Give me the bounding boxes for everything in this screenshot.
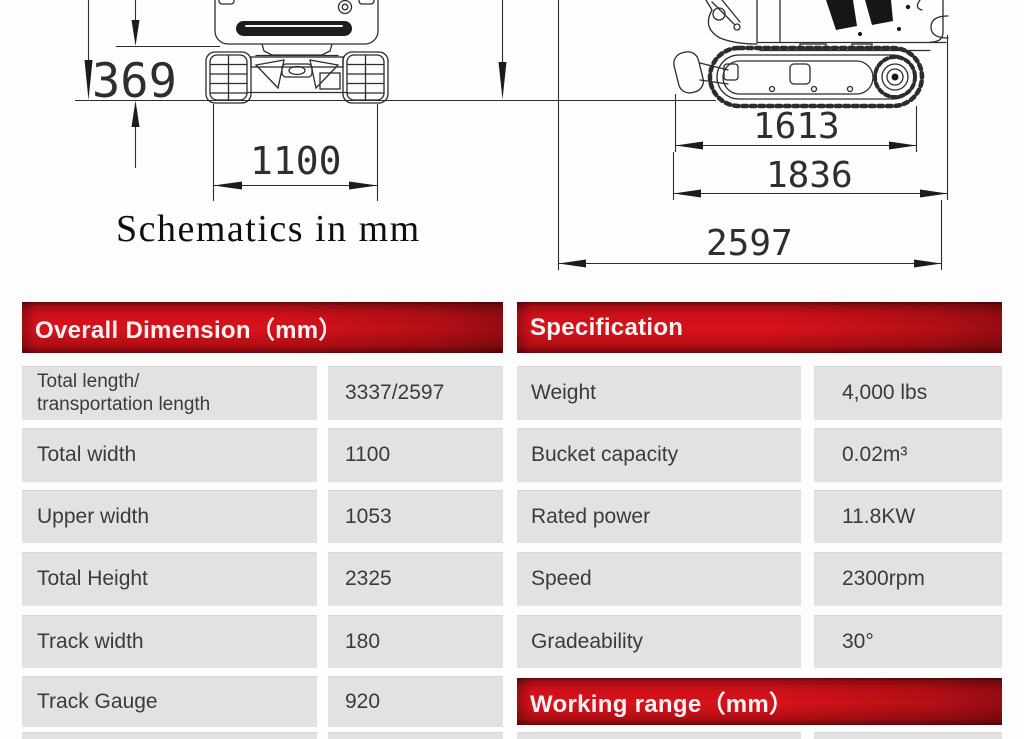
table-row: Total Height 2325 xyxy=(22,552,503,606)
row-value: 3337/2597 xyxy=(328,366,503,420)
dimension-369-label: 369 xyxy=(92,54,177,109)
specification-table: Specification Weight 4,000 lbs Bucket ca… xyxy=(517,302,1002,739)
row-label: Track width xyxy=(22,615,317,668)
table-row: Upper width 1053 xyxy=(22,490,503,543)
row-value: 2325 xyxy=(328,552,503,606)
row-label: Rated power xyxy=(517,490,801,543)
table-row-cutoff xyxy=(22,732,503,739)
specification-header: Specification xyxy=(517,302,1002,353)
row-label: Bucket capacity xyxy=(517,428,801,482)
table-row: Track Gauge 920 xyxy=(22,676,503,727)
working-range-header: Working range（mm） xyxy=(517,678,1002,725)
table-row: Rated power 11.8KW xyxy=(517,490,1002,543)
schematic-caption: Schematics in mm xyxy=(116,208,421,250)
row-value: 1053 xyxy=(328,490,503,543)
row-label: Weight xyxy=(517,366,801,420)
row-value: 1100 xyxy=(328,428,503,482)
table-row: Total width 1100 xyxy=(22,428,503,482)
overall-dimension-header: Overall Dimension（mm） xyxy=(22,302,503,353)
row-value: 0.02m³ xyxy=(814,428,1002,482)
overall-dimension-table: Overall Dimension（mm） Total length/ tran… xyxy=(22,302,503,739)
row-value: 920 xyxy=(328,676,503,727)
row-label xyxy=(22,732,317,739)
dimension-2597-label: 2597 xyxy=(706,223,793,264)
row-value: 11.8KW xyxy=(814,490,1002,543)
row-label: Total length/ transportation length xyxy=(22,366,317,420)
table-row: Gradeability 30° xyxy=(517,615,1002,668)
front-view-drawing xyxy=(205,0,389,104)
schematic-drawing: 369 1100 1613 1836 2597 Schematics in mm xyxy=(75,0,949,270)
row-value: 180 xyxy=(328,615,503,668)
dimension-1836-label: 1836 xyxy=(766,155,853,196)
row-label: Speed xyxy=(517,552,801,606)
row-label: Track Gauge xyxy=(22,676,317,727)
table-row: Track width 180 xyxy=(22,615,503,668)
row-value: 2300rpm xyxy=(814,552,1002,606)
row-label: Upper width xyxy=(22,490,317,543)
dimension-1613-label: 1613 xyxy=(753,106,840,147)
row-label: Total width xyxy=(22,428,317,482)
dimension-arrowheads xyxy=(84,20,948,268)
row-value xyxy=(328,732,503,739)
row-value: 30° xyxy=(814,615,1002,668)
dimension-1100-label: 1100 xyxy=(250,139,342,183)
table-row: Weight 4,000 lbs xyxy=(517,366,1002,420)
row-value xyxy=(814,732,1002,739)
row-value: 4,000 lbs xyxy=(814,366,1002,420)
row-label: Gradeability xyxy=(517,615,801,668)
table-row: Speed 2300rpm xyxy=(517,552,1002,606)
table-row: Bucket capacity 0.02m³ xyxy=(517,428,1002,482)
row-label xyxy=(517,732,801,739)
side-view-drawing xyxy=(673,0,949,109)
row-label: Total Height xyxy=(22,552,317,606)
table-row-cutoff xyxy=(517,732,1002,739)
table-row: Total length/ transportation length 3337… xyxy=(22,366,503,420)
